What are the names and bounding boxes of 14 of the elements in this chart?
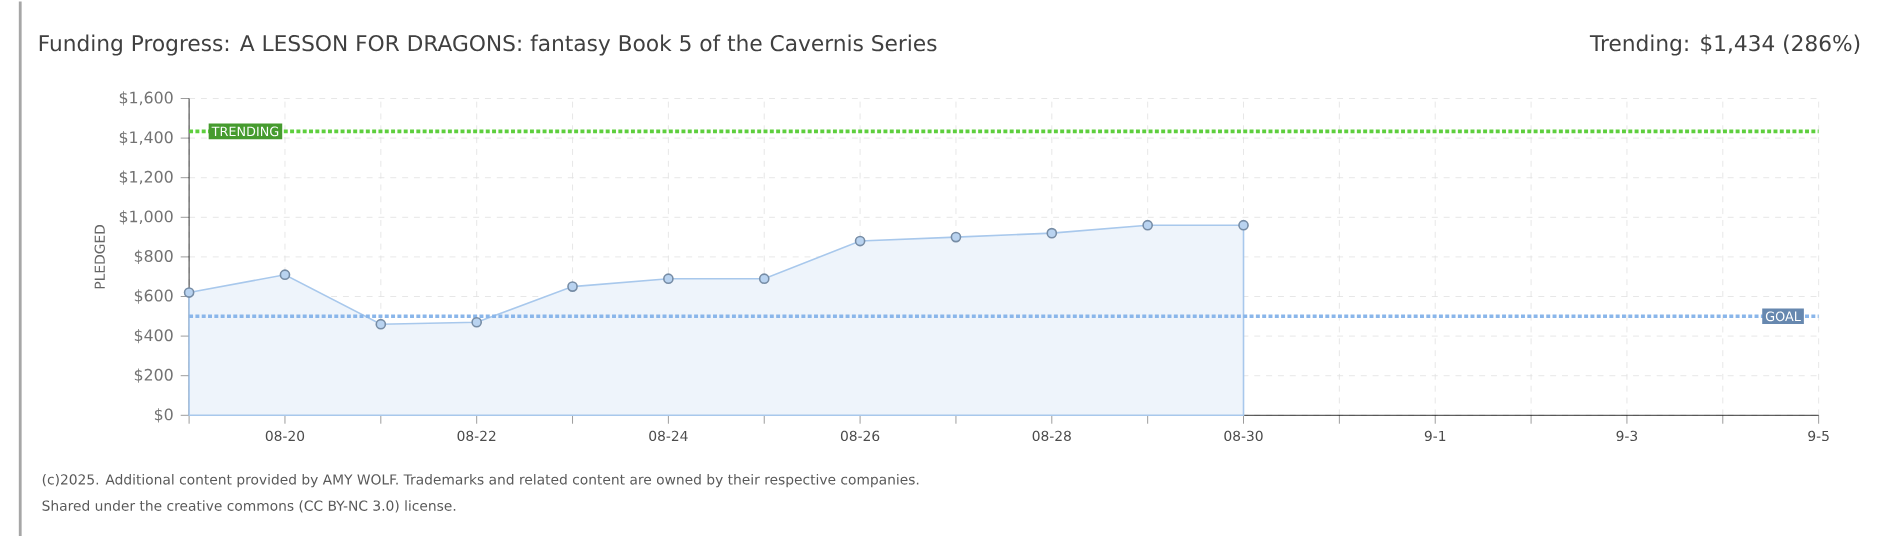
point — [279, 269, 291, 281]
point — [1238, 220, 1249, 231]
point — [183, 287, 195, 299]
point — [854, 235, 866, 247]
point — [758, 273, 770, 285]
chart-title: Funding Progress: A LESSON FOR DRAGONS: fantasy Book 5 of the Cavernis Series — [39, 34, 937, 56]
chart-subtitle: Trending: $1,434 (286%) — [1589, 34, 1860, 56]
point — [663, 273, 674, 285]
point — [1046, 228, 1058, 239]
point — [567, 281, 578, 293]
point — [1142, 220, 1153, 231]
point — [375, 319, 387, 330]
point — [950, 231, 962, 243]
point — [471, 317, 483, 328]
